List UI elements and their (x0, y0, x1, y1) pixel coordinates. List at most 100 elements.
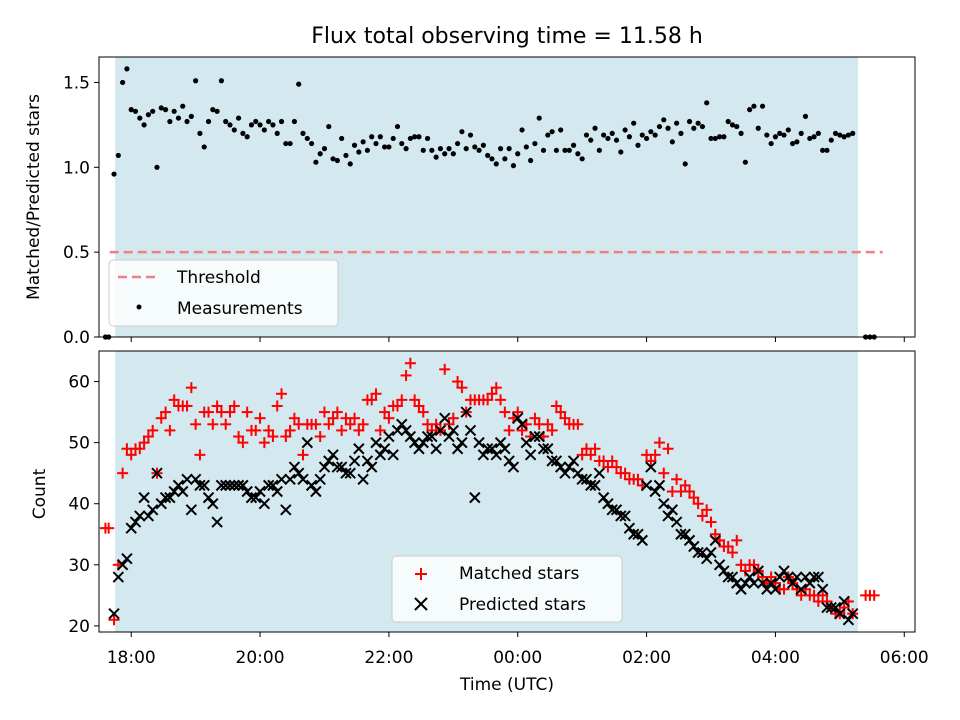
measurement-point (768, 140, 774, 147)
matched-point (125, 449, 137, 461)
matched-point (366, 394, 378, 406)
matched-point (838, 602, 850, 614)
top-legend: Threshold Measurements (108, 259, 339, 327)
measurement-point (373, 140, 379, 147)
matched-point (357, 418, 369, 430)
x-tick-label: 02:00 (622, 648, 671, 668)
measurement-point (583, 132, 590, 138)
measurement-point (665, 125, 671, 131)
predicted-point (722, 571, 734, 583)
predicted-point (486, 443, 498, 455)
predicted-point (142, 510, 155, 522)
measurement-point (631, 120, 637, 126)
matched-point (503, 424, 515, 436)
y-tick-label: 1.0 (63, 158, 90, 178)
predicted-point (121, 552, 133, 565)
predicted-point (791, 571, 803, 583)
predicted-point (245, 491, 258, 504)
measurement-point (180, 103, 186, 109)
measurement-point (420, 147, 426, 153)
measurement-point (777, 130, 783, 136)
measurement-point (579, 156, 585, 162)
matched-point (250, 424, 262, 436)
predicted-point (310, 485, 322, 498)
predicted-point (241, 485, 253, 498)
measurement-point (609, 130, 615, 136)
predicted-point (417, 436, 429, 449)
predicted-point (537, 443, 550, 455)
predicted-point (640, 479, 653, 492)
predicted-point (615, 510, 627, 522)
predicted-point (786, 577, 799, 589)
predicted-point (713, 559, 726, 571)
predicted-point (258, 498, 271, 510)
top-x-ticks (130, 337, 905, 342)
matched-point (323, 418, 335, 430)
matched-point (731, 534, 743, 546)
measurement-point (721, 134, 727, 140)
predicted-point (524, 449, 537, 461)
predicted-point (348, 455, 361, 467)
measurement-point (575, 151, 581, 157)
predicted-point (198, 479, 210, 492)
matched-point (314, 431, 326, 443)
matched-point (220, 418, 232, 430)
predicted-point (327, 449, 339, 461)
measurement-point (708, 135, 714, 142)
measurement-point (622, 127, 628, 133)
measurement-point (674, 120, 680, 126)
predicted-legend-swatch (414, 597, 428, 611)
predicted-point (520, 436, 533, 449)
x-tick-label: 06:00 (880, 648, 929, 668)
predicted-point (559, 467, 571, 479)
measurement-point (828, 137, 834, 143)
predicted-point (280, 504, 292, 516)
measurement-point (467, 132, 474, 138)
measurement-point (682, 161, 688, 167)
measurements-legend-label: Measurements (177, 299, 303, 319)
predicted-point (430, 443, 442, 455)
measurement-point (729, 122, 736, 128)
measurement-point (738, 130, 744, 136)
predicted-point (194, 479, 206, 492)
predicted-point (477, 449, 490, 461)
predicted-point (756, 577, 769, 589)
matched-point (400, 369, 412, 381)
measurement-point (390, 135, 396, 142)
matched-point (658, 467, 670, 479)
measurement-point (257, 122, 263, 128)
matched-point (370, 388, 382, 400)
matched-point (318, 406, 330, 418)
matched-point (632, 473, 644, 485)
matched-point (147, 424, 159, 436)
top-plot-frame (98, 56, 916, 338)
measurement-point (455, 140, 461, 147)
threshold-legend-label: Threshold (176, 268, 261, 288)
measurement-point (691, 125, 697, 131)
predicted-point (580, 473, 593, 485)
measurement-point (369, 134, 375, 140)
matched-point (280, 431, 292, 443)
matched-point (726, 547, 738, 559)
predicted-point (129, 516, 142, 528)
matched-point (327, 412, 339, 424)
measurement-point (403, 146, 409, 152)
chart-title: Flux total observing time = 11.58 h (311, 24, 703, 49)
predicted-point (597, 491, 610, 504)
predicted-point (494, 436, 507, 449)
predicted-point (834, 607, 846, 620)
predicted-point (576, 473, 588, 485)
predicted-point (215, 479, 228, 492)
measurement-point (725, 118, 731, 125)
predicted-point (636, 534, 648, 547)
predicted-point (297, 473, 309, 485)
measurement-point (167, 118, 173, 125)
predicted-point (563, 461, 575, 473)
predicted-point (447, 424, 460, 437)
predicted-point (335, 461, 348, 473)
predicted-point (207, 498, 219, 510)
matched-point (138, 437, 150, 449)
predicted-point (250, 491, 262, 504)
predicted-point (125, 522, 137, 534)
predicted-point (340, 467, 352, 479)
